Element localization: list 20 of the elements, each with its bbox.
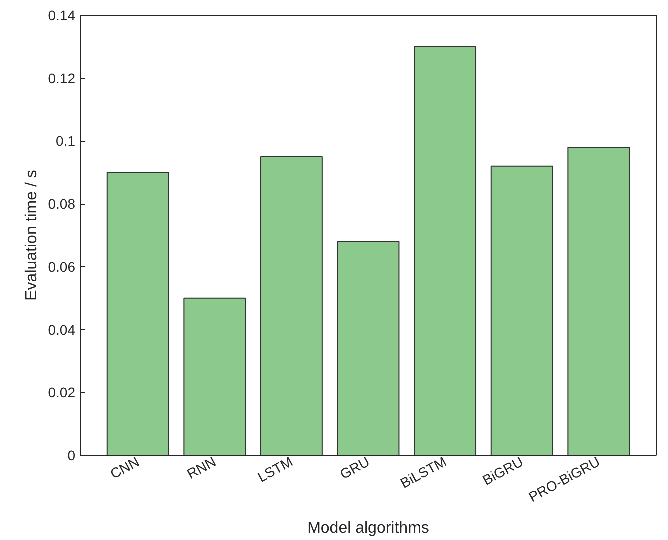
- bar: [568, 147, 630, 456]
- y-axis-title: Evaluation time / s: [23, 170, 40, 301]
- bar: [490, 166, 554, 456]
- bar: [414, 46, 477, 456]
- bar: [106, 172, 170, 456]
- bar: [337, 241, 400, 456]
- bar: [184, 298, 246, 456]
- y-tick-label: 0.06: [48, 258, 76, 275]
- y-tick-label: 0: [68, 448, 76, 464]
- x-tick-label: RNN: [184, 453, 219, 482]
- y-tick-label: 0.02: [48, 384, 76, 401]
- y-tick-label: 0.12: [48, 70, 76, 86]
- y-tick-label: 0.14: [48, 8, 76, 24]
- x-axis-title: Model algorithms: [308, 520, 430, 538]
- y-tick-label: 0.08: [48, 196, 76, 212]
- y-tick-label: 0.04: [48, 322, 76, 338]
- y-tick-label: 0.1: [56, 133, 76, 150]
- bar: [260, 156, 323, 456]
- x-tick-label: CNN: [108, 453, 142, 482]
- x-tick-label: GRU: [337, 453, 372, 482]
